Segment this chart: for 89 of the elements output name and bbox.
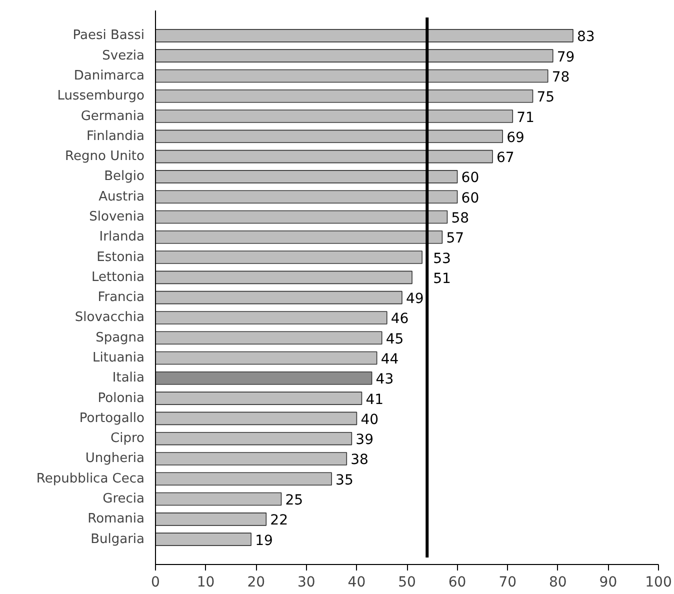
y-tick-label: Estonia (96, 250, 145, 265)
bar (156, 472, 332, 486)
bar (156, 69, 548, 83)
x-tick-label: 60 (448, 574, 466, 590)
bar (156, 290, 402, 304)
data-label: 49 (406, 291, 424, 308)
y-tick-label: Slovacchia (74, 310, 145, 326)
bar (156, 29, 574, 42)
bar (156, 392, 362, 405)
x-tick-label: 80 (548, 574, 567, 590)
bar (156, 532, 252, 546)
x-tick-label: 20 (247, 574, 266, 590)
bar (156, 49, 554, 62)
y-tick-label: Cipro (110, 431, 145, 446)
y-tick-label: Grecia (102, 492, 145, 507)
bar (156, 89, 534, 103)
y-tick-label: Irlanda (99, 230, 145, 245)
data-label: 51 (433, 270, 451, 287)
data-label: 38 (350, 452, 368, 468)
y-tick-label: Germania (80, 108, 145, 124)
y-tick-label: Spagna (96, 330, 145, 346)
bar (156, 150, 493, 164)
data-label: 41 (366, 392, 384, 408)
y-tick-label: Lettonia (92, 270, 145, 285)
data-label: 83 (576, 29, 595, 46)
bar (156, 372, 372, 385)
bar (156, 432, 352, 446)
bar (156, 230, 443, 244)
x-tick-label: 0 (151, 574, 160, 590)
bar (156, 110, 514, 123)
y-tick-label: Finlandia (86, 128, 144, 144)
x-tick-label: 10 (196, 574, 215, 590)
y-tick-label: Repubblica Ceca (36, 471, 145, 486)
y-tick-label: Polonia (98, 390, 145, 406)
data-label: 60 (461, 170, 480, 186)
data-label: 75 (536, 90, 555, 106)
bar (156, 130, 503, 144)
x-tick-label: 30 (297, 574, 316, 590)
bar (156, 512, 267, 526)
bar (156, 250, 422, 264)
data-label: 57 (446, 230, 464, 247)
y-tick-label: Danimarca (74, 68, 145, 84)
bar (156, 170, 458, 184)
y-tick-label: Austria (98, 189, 145, 204)
x-tick-label: 90 (599, 574, 618, 590)
x-tick-label: 100 (645, 574, 672, 590)
data-label: 45 (386, 331, 404, 348)
data-label: 35 (336, 472, 354, 488)
y-tick-label: Lituania (92, 350, 145, 366)
data-label: 69 (506, 130, 524, 146)
data-label: 40 (360, 412, 379, 428)
bar (156, 351, 378, 365)
x-tick-label: 70 (498, 574, 517, 590)
y-tick-label: Regno Unito (65, 149, 145, 164)
data-label: 67 (496, 150, 514, 166)
bar (156, 190, 458, 204)
bar (156, 270, 412, 284)
data-label: 71 (516, 110, 534, 126)
data-label: 39 (356, 432, 374, 448)
bar (156, 452, 348, 466)
y-tick-label: Paesi Bassi (72, 28, 144, 44)
y-tick-label: Belgio (104, 169, 145, 184)
y-tick-label: Lussemburgo (57, 88, 145, 104)
y-tick-label: Portogallo (79, 410, 145, 426)
y-tick-label: Francia (98, 290, 145, 306)
data-label: 46 (390, 311, 409, 328)
y-tick-label: Ungheria (85, 451, 145, 466)
data-label: 25 (285, 492, 304, 509)
data-label: 44 (380, 352, 399, 368)
data-label: 58 (451, 210, 470, 226)
data-label: 79 (556, 49, 575, 66)
bar (156, 412, 358, 426)
x-tick-label: 40 (348, 574, 366, 590)
data-label: 78 (552, 69, 570, 86)
data-label: 53 (433, 250, 451, 267)
data-label: 60 (461, 190, 480, 206)
bar (156, 331, 382, 345)
data-label: 22 (270, 512, 288, 529)
y-tick-label: Svezia (102, 48, 145, 64)
y-tick-label: Romania (88, 512, 145, 527)
y-tick-label: Slovenia (89, 209, 144, 224)
bar (156, 492, 282, 506)
bar (156, 210, 448, 224)
bar (156, 311, 388, 324)
data-label: 19 (255, 532, 273, 549)
y-tick-label: Bulgaria (90, 532, 145, 547)
x-tick-label: 50 (398, 574, 416, 590)
data-label: 43 (376, 372, 394, 388)
y-tick-label: Italia (112, 370, 145, 386)
